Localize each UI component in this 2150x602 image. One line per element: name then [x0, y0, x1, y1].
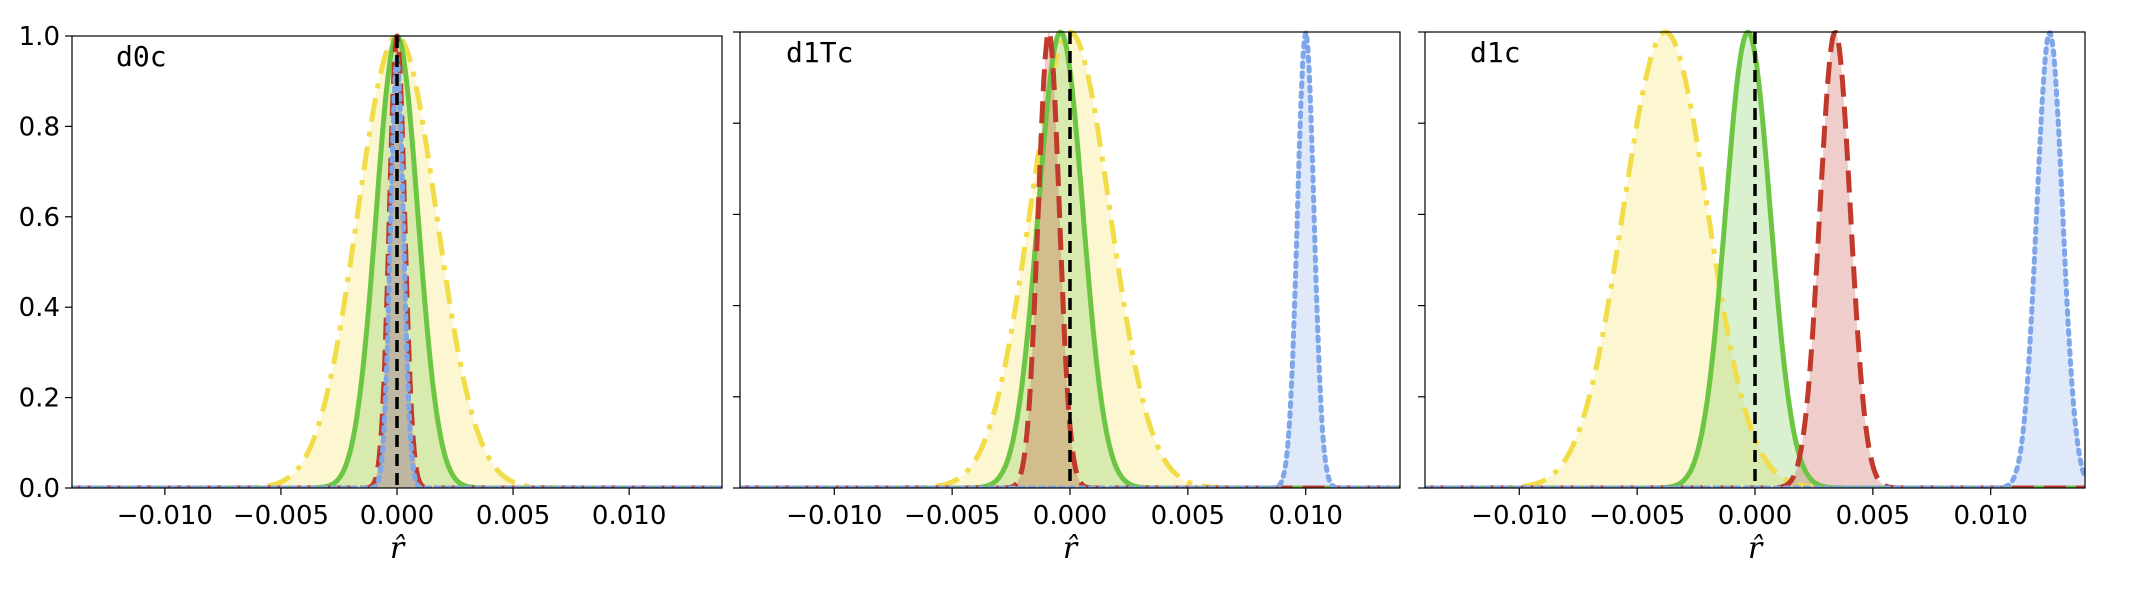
x-tick-label: −0.005	[1589, 501, 1685, 531]
x-axis-label: r̂	[390, 531, 406, 566]
x-tick-label: −0.005	[233, 501, 329, 531]
panel-title: d1Tc	[786, 36, 853, 69]
y-tick-label: 0.8	[19, 112, 60, 142]
x-tick-label: 0.010	[1953, 501, 2027, 531]
y-tick-label: 0.0	[19, 474, 60, 504]
x-tick-label: 0.005	[1836, 501, 1910, 531]
series-fill-yellow	[72, 36, 722, 488]
panel-d0c: −0.010 −0.005 0.000 0.005 0.010 0.0 0.2 0.4 0.6 0…	[19, 22, 723, 566]
panel-title: d0c	[116, 40, 167, 73]
panel-title: d1c	[1470, 36, 1521, 69]
x-tick-label: 0.010	[1268, 501, 1342, 531]
x-tick-label: 0.000	[1033, 501, 1107, 531]
x-tick-label: 0.005	[476, 501, 550, 531]
panel-d1c: −0.010 −0.005 0.000 0.005 0.010 d1c r̂	[1418, 29, 2086, 566]
x-axis-label: r̂	[1748, 531, 1764, 566]
series-fill-red	[72, 36, 722, 488]
y-tick-label: 1.0	[19, 22, 60, 52]
x-tick-label: −0.010	[1471, 501, 1567, 531]
y-tick-label: 0.4	[19, 293, 60, 323]
series-line-red	[740, 29, 1400, 488]
x-tick-label: 0.000	[1718, 501, 1792, 531]
x-axis-label: r̂	[1063, 531, 1079, 566]
x-tick-label: −0.005	[904, 501, 1000, 531]
x-tick-label: 0.005	[1151, 501, 1225, 531]
y-tick-label: 0.2	[19, 384, 60, 414]
series-line-yellow	[1425, 29, 2085, 488]
y-tick-label: 0.6	[19, 203, 60, 233]
series-fill-green	[72, 36, 722, 488]
series-line-blue	[740, 29, 1400, 488]
x-tick-label: −0.010	[117, 501, 213, 531]
panel-d1tc: −0.010 −0.005 0.000 0.005 0.010 d1Tc r̂	[733, 29, 1401, 566]
x-tick-label: 0.000	[360, 501, 434, 531]
x-tick-label: 0.010	[592, 501, 666, 531]
x-tick-label: −0.010	[786, 501, 882, 531]
